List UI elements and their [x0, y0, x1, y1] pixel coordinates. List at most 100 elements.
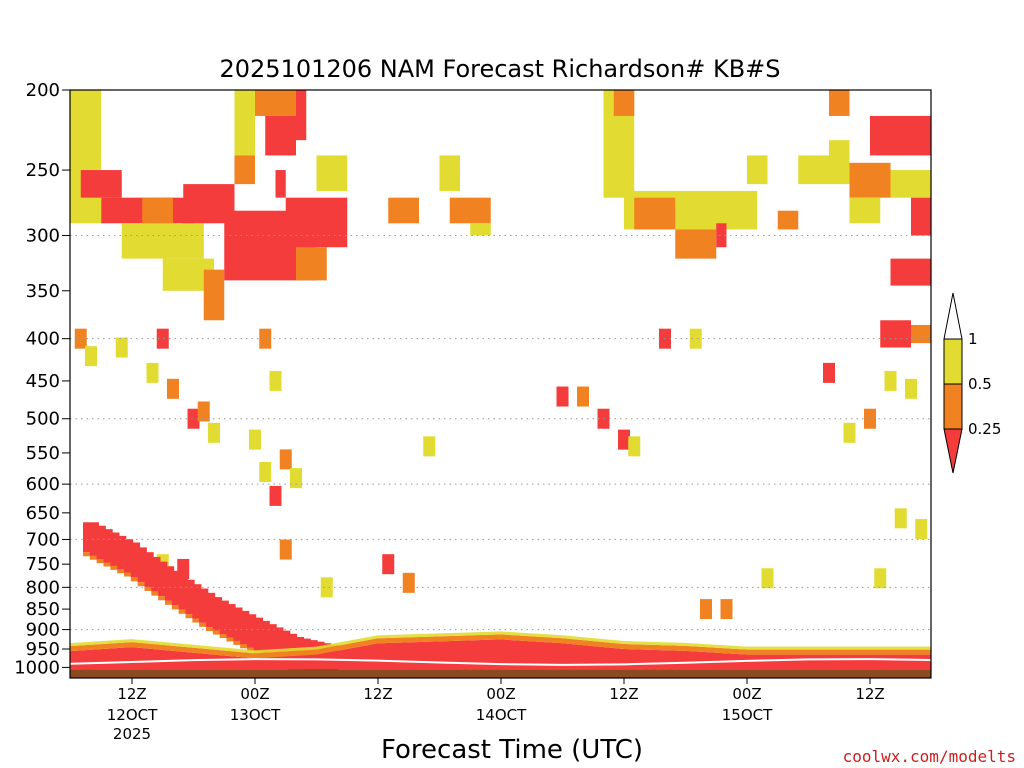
y-tick-label: 400 — [26, 329, 60, 350]
heatmap-cell — [874, 568, 887, 589]
heatmap-cell — [269, 370, 282, 391]
credit-text: coolwx.com/modelts — [843, 747, 1016, 766]
gridlines — [70, 234, 931, 631]
heatmap-cell — [720, 599, 733, 620]
y-axis: 200 250 300 350 400 450 500 550 600 650 700 7508008… — [14, 80, 70, 678]
y-tick-label: 250 — [26, 160, 60, 181]
heatmap-patch — [449, 197, 491, 224]
heatmap-cell — [894, 508, 907, 529]
x-tick-time: 12Z — [363, 685, 392, 703]
heatmap-cell — [279, 539, 292, 560]
y-tick-label: 600 — [26, 474, 60, 495]
heatmap-cell — [279, 449, 292, 470]
y-tick-label: 650 — [26, 503, 60, 524]
heatmap-patch — [1003, 291, 1024, 330]
heatmap-patch — [993, 270, 1024, 291]
heatmap-cell — [967, 449, 979, 469]
heatmap-cell — [156, 328, 169, 349]
heatmap-patch — [316, 155, 348, 191]
heatmap-patch — [203, 269, 225, 321]
x-tick-time: 00Z — [486, 685, 515, 703]
heatmap-patch — [275, 170, 286, 198]
y-tick-label: 300 — [26, 225, 60, 246]
x-axis-label: Forecast Time (UTC) — [381, 735, 643, 765]
heatmap-patch — [973, 235, 1014, 269]
heatmap-patch — [234, 155, 255, 185]
heatmap-patch — [942, 235, 993, 258]
ground-layer — [70, 669, 931, 678]
heatmap-cell — [700, 599, 712, 620]
legend-level-label: 1 — [968, 330, 978, 348]
x-tick-time: 12Z — [855, 685, 884, 703]
heatmap-cell — [259, 461, 272, 482]
heatmap-cell — [382, 554, 395, 575]
heatmap-patch — [1014, 356, 1024, 373]
x-tick-time: 00Z — [240, 685, 269, 703]
low-level-layer-edge — [70, 634, 931, 659]
heatmap-cell — [884, 370, 897, 391]
heatmap-cell — [997, 508, 1009, 528]
x-tick-time: 12Z — [609, 685, 638, 703]
heatmap-cell — [290, 468, 302, 489]
heatmap-patch — [777, 210, 799, 230]
heatmap-cell — [74, 328, 87, 349]
heatmap-patch — [798, 155, 829, 185]
y-tick-label: 700 — [26, 529, 60, 550]
ground-fill — [70, 669, 931, 678]
chart-title: 2025101206 NAM Forecast Richardson# KB#S — [219, 55, 780, 83]
heatmap-cell — [146, 362, 159, 383]
legend-swatch-mid — [943, 383, 963, 430]
heatmap-cell — [936, 524, 948, 544]
heatmap-cell — [320, 577, 333, 598]
heatmap-cell — [402, 572, 415, 593]
legend-arrow-top — [943, 292, 963, 340]
y-tick-label: 350 — [26, 281, 60, 302]
heatmap-patch — [255, 90, 296, 116]
heatmap-patch — [880, 320, 911, 348]
y-tick-label: 500 — [26, 409, 60, 430]
heatmap-patch — [234, 90, 255, 156]
heatmap-cell — [556, 386, 569, 407]
heatmap-patch — [121, 223, 204, 259]
heatmap-patch — [829, 140, 850, 185]
heatmap-patch — [1014, 373, 1024, 389]
legend-arrow-bottom — [943, 428, 963, 474]
heatmap-patch — [296, 90, 307, 141]
heatmap-cell — [208, 422, 220, 443]
heatmap-cell — [269, 485, 282, 506]
x-tick-year: 2025 — [113, 725, 151, 743]
heatmap-patch — [439, 155, 460, 191]
heatmap-cell — [915, 519, 928, 540]
heatmap-cell — [577, 386, 589, 407]
heatmap-patch — [70, 90, 102, 224]
heatmap-cell — [249, 429, 261, 450]
y-tick-label: 900 — [26, 620, 60, 641]
x-tick-date: 12OCT — [107, 706, 158, 724]
heatmap-patch — [470, 223, 491, 236]
heatmap-patch — [911, 197, 931, 236]
heatmap-cell — [761, 568, 774, 589]
x-tick-date: 15OCT — [722, 706, 773, 724]
y-tick-label: 450 — [26, 371, 60, 392]
heatmap-patch — [829, 90, 850, 116]
heatmap-patch — [890, 170, 931, 198]
heatmap-cell — [864, 408, 876, 429]
heatmap-patch — [849, 197, 881, 224]
x-tick-date: 14OCT — [476, 706, 527, 724]
legend-level-label: 0.25 — [968, 420, 1001, 438]
heatmap-patch — [911, 324, 931, 344]
y-tick-label: 850 — [26, 599, 60, 620]
legend-level-label: 0.5 — [968, 375, 992, 393]
heatmap-cell — [1008, 524, 1020, 544]
heatmap-cells — [70, 90, 1024, 678]
heatmap-patch — [716, 223, 727, 248]
y-tick-label: 550 — [26, 443, 60, 464]
heatmap-patch — [870, 115, 931, 156]
heatmap-cell — [85, 346, 97, 367]
heatmap-patch — [265, 115, 296, 156]
y-tick-label: 950 — [26, 639, 60, 660]
heatmap-cell — [628, 436, 641, 457]
heatmap-cell — [167, 378, 179, 399]
x-tick-date: 13OCT — [230, 706, 281, 724]
heatmap-patch — [747, 155, 768, 185]
